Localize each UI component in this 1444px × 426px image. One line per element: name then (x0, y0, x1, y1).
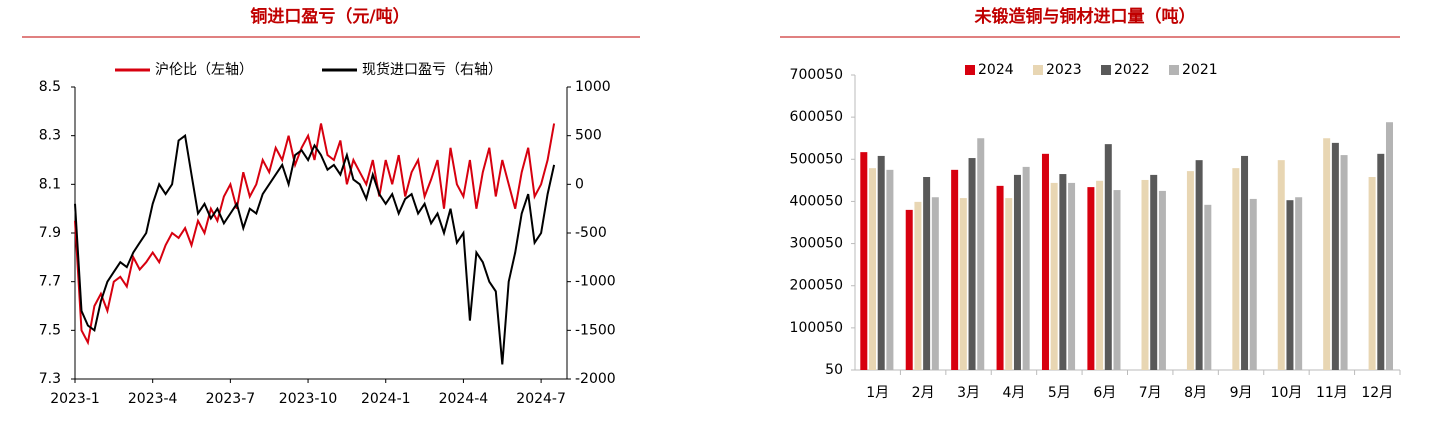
series-line (74, 123, 556, 346)
bar (1232, 168, 1240, 370)
y-tick-label: 7.9 (39, 225, 61, 241)
bar (968, 158, 976, 370)
legend-label: 现货进口盈亏（右轴） (362, 61, 502, 78)
y-tick-label: 7.3 (39, 371, 61, 387)
series-line (74, 133, 556, 365)
bar (1059, 174, 1067, 370)
bar (1186, 171, 1194, 370)
bar (931, 197, 939, 370)
bar (1286, 200, 1294, 370)
y-tick-label: 7.5 (39, 322, 61, 338)
bar (1377, 153, 1385, 370)
legend-swatch (1169, 65, 1179, 75)
bar (1150, 174, 1158, 370)
y-tick-label: 300050 (790, 236, 843, 252)
x-tick-label: 2024-1 (361, 391, 411, 407)
x-tick-label: 12月 (1361, 385, 1393, 401)
y2-tick-label: 1000 (575, 79, 611, 95)
bar (996, 185, 1004, 370)
x-tick-label: 2024-7 (516, 391, 566, 407)
bar (959, 198, 967, 370)
bar (1331, 142, 1339, 370)
y-tick-label: 8.5 (39, 79, 61, 95)
bar (1050, 182, 1058, 370)
y2-tick-label: -1000 (575, 274, 616, 290)
bar (951, 169, 959, 370)
x-tick-label: 5月 (1048, 385, 1071, 401)
y2-tick-label: -2000 (575, 371, 616, 387)
legend-label: 2023 (1046, 62, 1082, 78)
x-tick-label: 4月 (1002, 385, 1025, 401)
x-tick-label: 2023-7 (206, 391, 256, 407)
x-tick-label: 9月 (1230, 385, 1253, 401)
bar (1295, 197, 1303, 370)
y-tick-label: 400050 (790, 193, 843, 209)
y2-tick-label: 0 (575, 176, 584, 192)
bar (905, 209, 913, 370)
bar (877, 155, 885, 370)
bar (1385, 122, 1393, 370)
bar (1249, 198, 1257, 370)
bar (977, 138, 985, 370)
bar (1087, 187, 1095, 370)
bar (1241, 155, 1249, 370)
y-tick-label: 100050 (790, 320, 843, 336)
y2-tick-label: -500 (575, 225, 607, 241)
y-tick-label: 8.1 (39, 176, 61, 192)
bar (1158, 190, 1166, 370)
x-tick-label: 6月 (1093, 385, 1116, 401)
x-tick-label: 2023-10 (279, 391, 338, 407)
bar (1005, 198, 1013, 370)
bar (1113, 190, 1121, 370)
legend-swatch (965, 65, 975, 75)
x-tick-label: 2月 (912, 385, 935, 401)
y-tick-label: 200050 (790, 278, 843, 294)
x-tick-label: 10月 (1271, 385, 1303, 401)
bar (1104, 144, 1112, 370)
legend-label: 沪伦比（左轴） (155, 62, 253, 78)
chart-title: 铜进口盈亏（元/吨） (250, 6, 409, 27)
y-tick-label: 500050 (790, 151, 843, 167)
bar (886, 169, 894, 370)
bar (923, 177, 931, 370)
legend-label: 2021 (1182, 62, 1218, 78)
x-tick-label: 2023-4 (128, 391, 178, 407)
bar (1141, 179, 1149, 370)
bar (1096, 180, 1104, 370)
x-tick-label: 7月 (1139, 385, 1162, 401)
y2-tick-label: 500 (575, 128, 602, 144)
y-tick-label: 700050 (790, 67, 843, 83)
legend-swatch (1101, 65, 1111, 75)
bar (1323, 138, 1331, 370)
y-tick-label: 7.7 (39, 274, 61, 290)
bar (1340, 155, 1348, 370)
bar (914, 201, 922, 370)
bar (1041, 153, 1049, 370)
x-tick-label: 1月 (866, 385, 889, 401)
bar (1204, 204, 1212, 370)
bar (1368, 177, 1376, 370)
y-tick-label: 50 (825, 362, 843, 378)
legend-label: 2024 (978, 62, 1014, 78)
legend-label: 2022 (1114, 62, 1150, 78)
chart-title: 未锻造铜与铜材进口量（吨） (974, 6, 1196, 27)
legend-swatch (1033, 65, 1043, 75)
bar (869, 168, 877, 370)
x-tick-label: 8月 (1184, 385, 1207, 401)
bar (860, 152, 868, 370)
bar (1277, 160, 1285, 370)
bar (1195, 160, 1203, 370)
x-tick-label: 2023-1 (50, 391, 100, 407)
y-tick-label: 8.3 (39, 128, 61, 144)
bar (1068, 182, 1076, 370)
x-tick-label: 3月 (957, 385, 980, 401)
x-tick-label: 2024-4 (439, 391, 489, 407)
y-tick-label: 600050 (790, 109, 843, 125)
y2-tick-label: -1500 (575, 322, 616, 338)
bar (1013, 174, 1021, 370)
x-tick-label: 11月 (1316, 385, 1348, 401)
bar (1022, 166, 1030, 370)
